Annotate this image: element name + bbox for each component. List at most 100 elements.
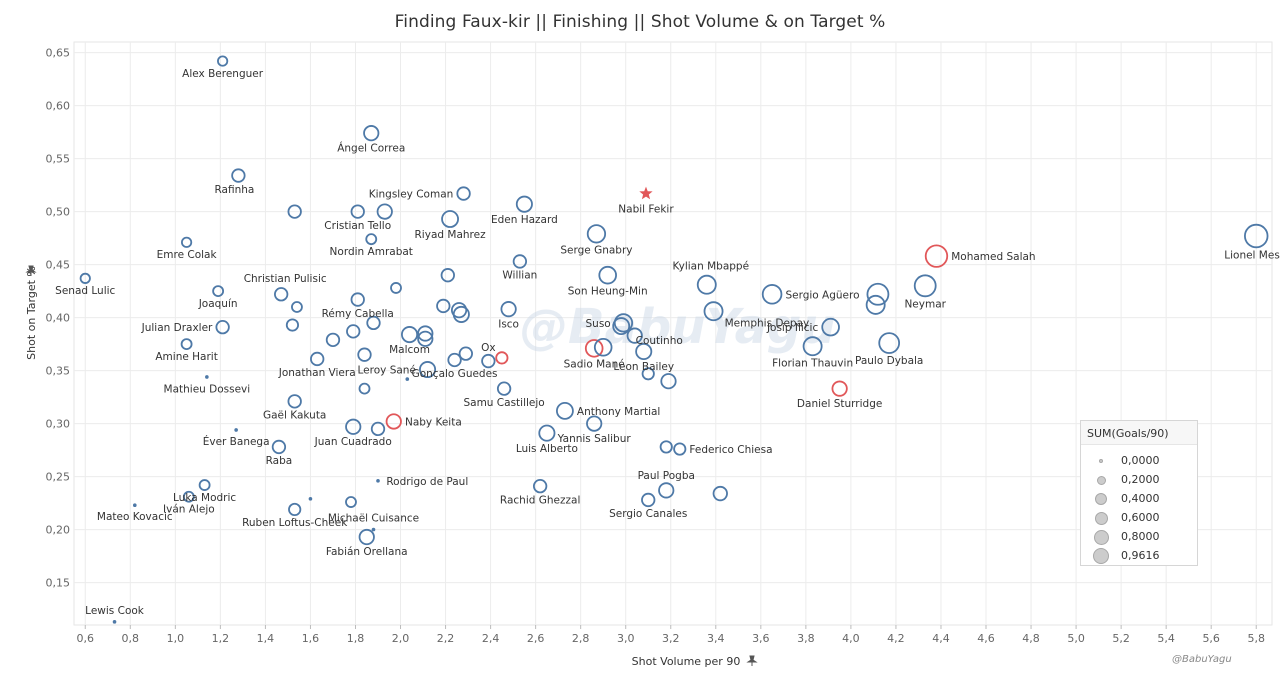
- data-point[interactable]: [285, 318, 300, 332]
- data-point[interactable]: [1244, 223, 1269, 249]
- point-label: Julian Draxler: [141, 322, 213, 334]
- data-point[interactable]: [500, 301, 517, 318]
- data-point[interactable]: [182, 490, 195, 503]
- data-point[interactable]: [385, 413, 402, 430]
- data-point[interactable]: [271, 439, 287, 455]
- data-point[interactable]: [673, 442, 687, 456]
- data-point[interactable]: [310, 351, 325, 367]
- data-point[interactable]: [205, 375, 209, 379]
- data-point[interactable]: [350, 292, 365, 307]
- x-axis-pin-icon[interactable]: [746, 655, 758, 666]
- data-point[interactable]: [288, 502, 302, 517]
- y-tick-label: 0,15: [46, 577, 71, 590]
- data-point[interactable]: [865, 294, 886, 315]
- data-point[interactable]: [365, 233, 378, 246]
- data-point[interactable]: [802, 336, 823, 357]
- data-point[interactable]: [405, 377, 410, 381]
- data-point[interactable]: [456, 186, 471, 201]
- data-point-star[interactable]: [639, 186, 653, 200]
- data-point[interactable]: [512, 254, 528, 269]
- data-point[interactable]: [198, 479, 211, 491]
- data-point[interactable]: [458, 346, 473, 361]
- point-label: Éver Banega: [203, 435, 270, 448]
- data-point[interactable]: [181, 236, 193, 248]
- data-point[interactable]: [363, 125, 380, 142]
- data-point[interactable]: [441, 210, 459, 228]
- data-point[interactable]: [401, 326, 419, 344]
- data-point[interactable]: [287, 204, 302, 219]
- data-point[interactable]: [291, 301, 303, 313]
- data-point[interactable]: [346, 324, 361, 339]
- data-point[interactable]: [345, 496, 357, 508]
- data-point[interactable]: [924, 244, 949, 268]
- data-point[interactable]: [658, 482, 675, 499]
- data-point[interactable]: [79, 272, 91, 284]
- data-point[interactable]: [234, 428, 238, 432]
- data-point[interactable]: [593, 338, 613, 357]
- data-point[interactable]: [287, 394, 302, 409]
- data-point[interactable]: [831, 380, 848, 397]
- data-point[interactable]: [598, 265, 617, 285]
- data-point[interactable]: [440, 268, 455, 283]
- data-point[interactable]: [659, 440, 673, 454]
- data-point[interactable]: [866, 282, 890, 306]
- data-point[interactable]: [274, 287, 289, 302]
- data-point[interactable]: [447, 352, 462, 368]
- data-point[interactable]: [345, 418, 362, 435]
- data-point[interactable]: [325, 332, 341, 348]
- data-point[interactable]: [308, 497, 313, 501]
- y-axis-pin-icon[interactable]: [25, 265, 37, 276]
- data-point[interactable]: [390, 282, 402, 294]
- data-point[interactable]: [358, 382, 371, 395]
- data-point[interactable]: [112, 620, 117, 624]
- data-point[interactable]: [358, 528, 375, 546]
- size-legend-item: 0,6000: [1081, 508, 1197, 528]
- data-point[interactable]: [133, 503, 137, 508]
- data-point[interactable]: [821, 317, 840, 337]
- data-point[interactable]: [212, 285, 225, 298]
- data-point[interactable]: [913, 274, 937, 298]
- signature: @BabuYagu: [1172, 654, 1232, 665]
- data-point[interactable]: [660, 373, 677, 390]
- data-point[interactable]: [878, 332, 901, 354]
- data-point[interactable]: [761, 284, 783, 305]
- data-point[interactable]: [436, 298, 451, 314]
- data-point[interactable]: [586, 224, 607, 244]
- data-point[interactable]: [635, 342, 653, 361]
- data-point[interactable]: [215, 319, 230, 335]
- data-point[interactable]: [712, 485, 728, 502]
- data-point[interactable]: [532, 478, 548, 494]
- data-point[interactable]: [481, 353, 496, 369]
- data-point[interactable]: [180, 338, 193, 351]
- data-point[interactable]: [586, 415, 603, 432]
- data-point[interactable]: [584, 339, 604, 358]
- data-point[interactable]: [515, 195, 533, 213]
- data-point[interactable]: [376, 203, 393, 220]
- data-point[interactable]: [371, 527, 376, 532]
- data-point[interactable]: [612, 317, 631, 335]
- data-point[interactable]: [357, 347, 372, 362]
- data-point[interactable]: [641, 492, 656, 508]
- data-point[interactable]: [231, 168, 246, 183]
- data-point[interactable]: [703, 301, 724, 322]
- data-point[interactable]: [366, 315, 381, 331]
- data-point[interactable]: [538, 424, 556, 442]
- data-point[interactable]: [370, 421, 386, 437]
- data-point[interactable]: [641, 367, 655, 381]
- data-point[interactable]: [495, 351, 509, 365]
- data-point[interactable]: [417, 330, 434, 347]
- data-point[interactable]: [626, 327, 643, 344]
- data-point[interactable]: [217, 55, 229, 67]
- data-point[interactable]: [350, 204, 365, 219]
- data-point[interactable]: [419, 361, 437, 379]
- point-label: Malcom: [389, 344, 430, 356]
- data-point[interactable]: [452, 305, 470, 323]
- data-point[interactable]: [376, 479, 380, 483]
- data-point[interactable]: [450, 302, 468, 319]
- data-point[interactable]: [556, 401, 574, 420]
- data-point[interactable]: [496, 381, 512, 396]
- data-point[interactable]: [696, 274, 717, 295]
- x-tick-label: 4,6: [977, 632, 995, 645]
- data-point[interactable]: [417, 325, 434, 342]
